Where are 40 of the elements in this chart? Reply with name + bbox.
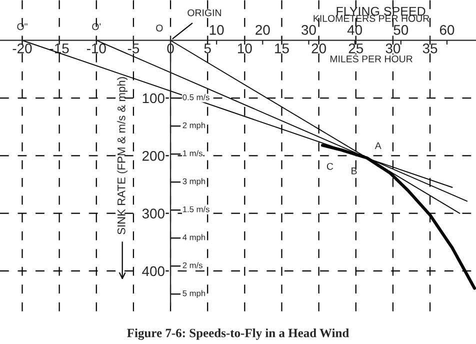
annotation: ORIGIN <box>188 9 221 16</box>
annotation: 4 mph <box>182 234 206 242</box>
x2-tick-label: 10 <box>210 25 224 35</box>
annotation: 3 mph <box>182 178 206 186</box>
annotation: 5 mph <box>182 290 206 298</box>
x-tick-label: 25 <box>348 44 364 54</box>
x-tick-label: 30 <box>386 44 400 54</box>
x-tick-label: 15 <box>275 44 289 54</box>
y-tick-label: 100 <box>142 93 164 104</box>
annotation: FLYING SPEED <box>336 6 426 16</box>
x2-tick-label: 30 <box>302 25 316 35</box>
annotation: 2 mph <box>182 122 206 130</box>
x-tick-label: 5 <box>204 44 211 54</box>
x-tick-label: -10 <box>86 44 106 54</box>
y-axis-title: SINK RATE (FPM & m/s & mph) <box>117 77 128 234</box>
x2-tick-label: 20 <box>256 25 270 35</box>
x-tick-label: 20 <box>312 44 326 54</box>
annotation: B <box>352 168 357 174</box>
annotation: 1.5 m/s <box>183 206 210 212</box>
x-tick-label: -5 <box>128 44 140 54</box>
x-tick-label: -20 <box>12 44 32 54</box>
annotation: O' <box>92 23 101 30</box>
x2-tick-label: 60 <box>440 25 454 35</box>
annotation: C <box>326 162 334 170</box>
y-tick-label: 200 <box>142 150 164 161</box>
x2-tick-label: 50 <box>394 25 408 35</box>
x2-axis-title: KILOMETERS PER HOUR <box>314 15 430 22</box>
annotation: O <box>156 24 163 32</box>
annotation: O" <box>17 23 28 30</box>
annotation: A <box>374 142 382 150</box>
y-tick-label: 300 <box>142 208 164 218</box>
y-tick-label: 400 <box>142 266 164 276</box>
annotation: 0.5 m/s <box>182 94 210 100</box>
x-axis-title: MILES PER HOUR <box>330 55 412 62</box>
x-tick-label: 10 <box>238 44 252 54</box>
x2-tick-label: 40 <box>347 25 362 35</box>
text: Figure 7-6: Speeds-to-Fly in a Head Wind <box>127 328 349 340</box>
annotation: 2 m/s <box>182 262 202 268</box>
x-tick-label: 35 <box>422 44 438 54</box>
annotation: 1 m/s <box>183 150 202 156</box>
